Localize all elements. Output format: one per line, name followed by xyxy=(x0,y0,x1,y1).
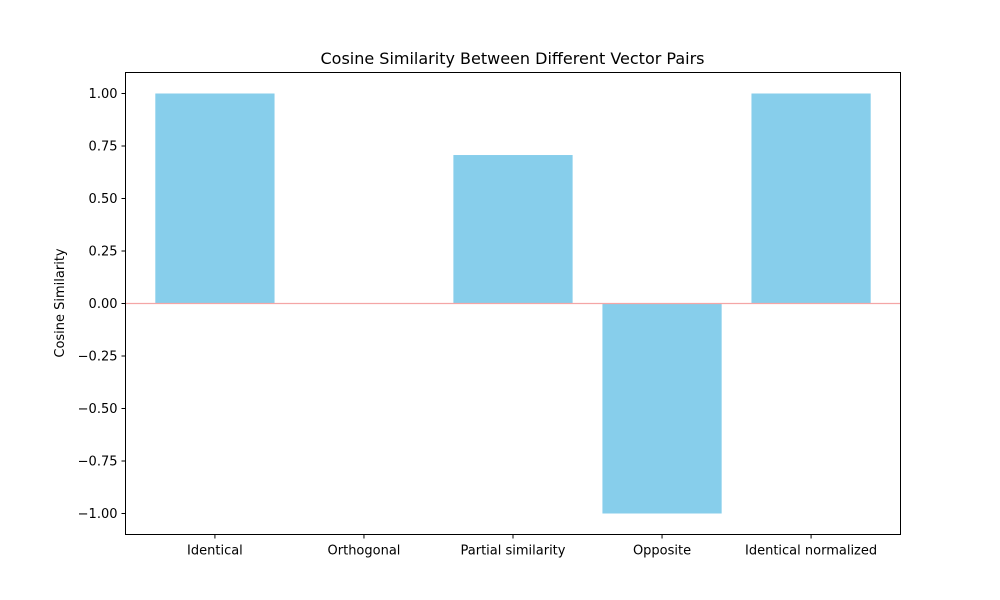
y-tick-label: −1.00 xyxy=(78,507,118,522)
bar-opposite xyxy=(602,303,722,514)
x-tick-label: Identical xyxy=(187,544,243,559)
y-tick-label: 0.50 xyxy=(89,192,118,207)
y-tick-label: 0.25 xyxy=(89,245,118,260)
plot-frame xyxy=(125,72,901,535)
y-tick-label: 0.75 xyxy=(89,140,118,155)
y-tick-label: −0.50 xyxy=(78,402,118,417)
x-tick-label: Partial similarity xyxy=(461,544,566,559)
y-tick-label: −0.25 xyxy=(78,350,118,365)
bar-identical xyxy=(155,93,275,304)
y-axis-label: Cosine Similarity xyxy=(53,248,68,358)
x-ticks-layer: Identical Orthogonal Partial similarity Opp… xyxy=(187,534,877,559)
y-tick-label: 0.00 xyxy=(89,297,118,312)
x-tick-label: Opposite xyxy=(633,544,691,559)
y-tick-label: −0.75 xyxy=(78,455,118,470)
chart-title: Cosine Similarity Between Different Vect… xyxy=(320,49,704,68)
bars-layer xyxy=(155,93,871,514)
y-ticks-layer: 1.00 0.75 0.50 0.25 0.00 −0.25 −0.50 −0.75 −1.00 xyxy=(78,87,126,522)
x-tick-label: Identical normalized xyxy=(745,544,877,559)
x-tick-label: Orthogonal xyxy=(328,544,401,559)
bar-identical-normalized xyxy=(751,93,871,304)
y-tick-label: 1.00 xyxy=(89,87,118,102)
bar-partial-similarity xyxy=(453,155,573,304)
